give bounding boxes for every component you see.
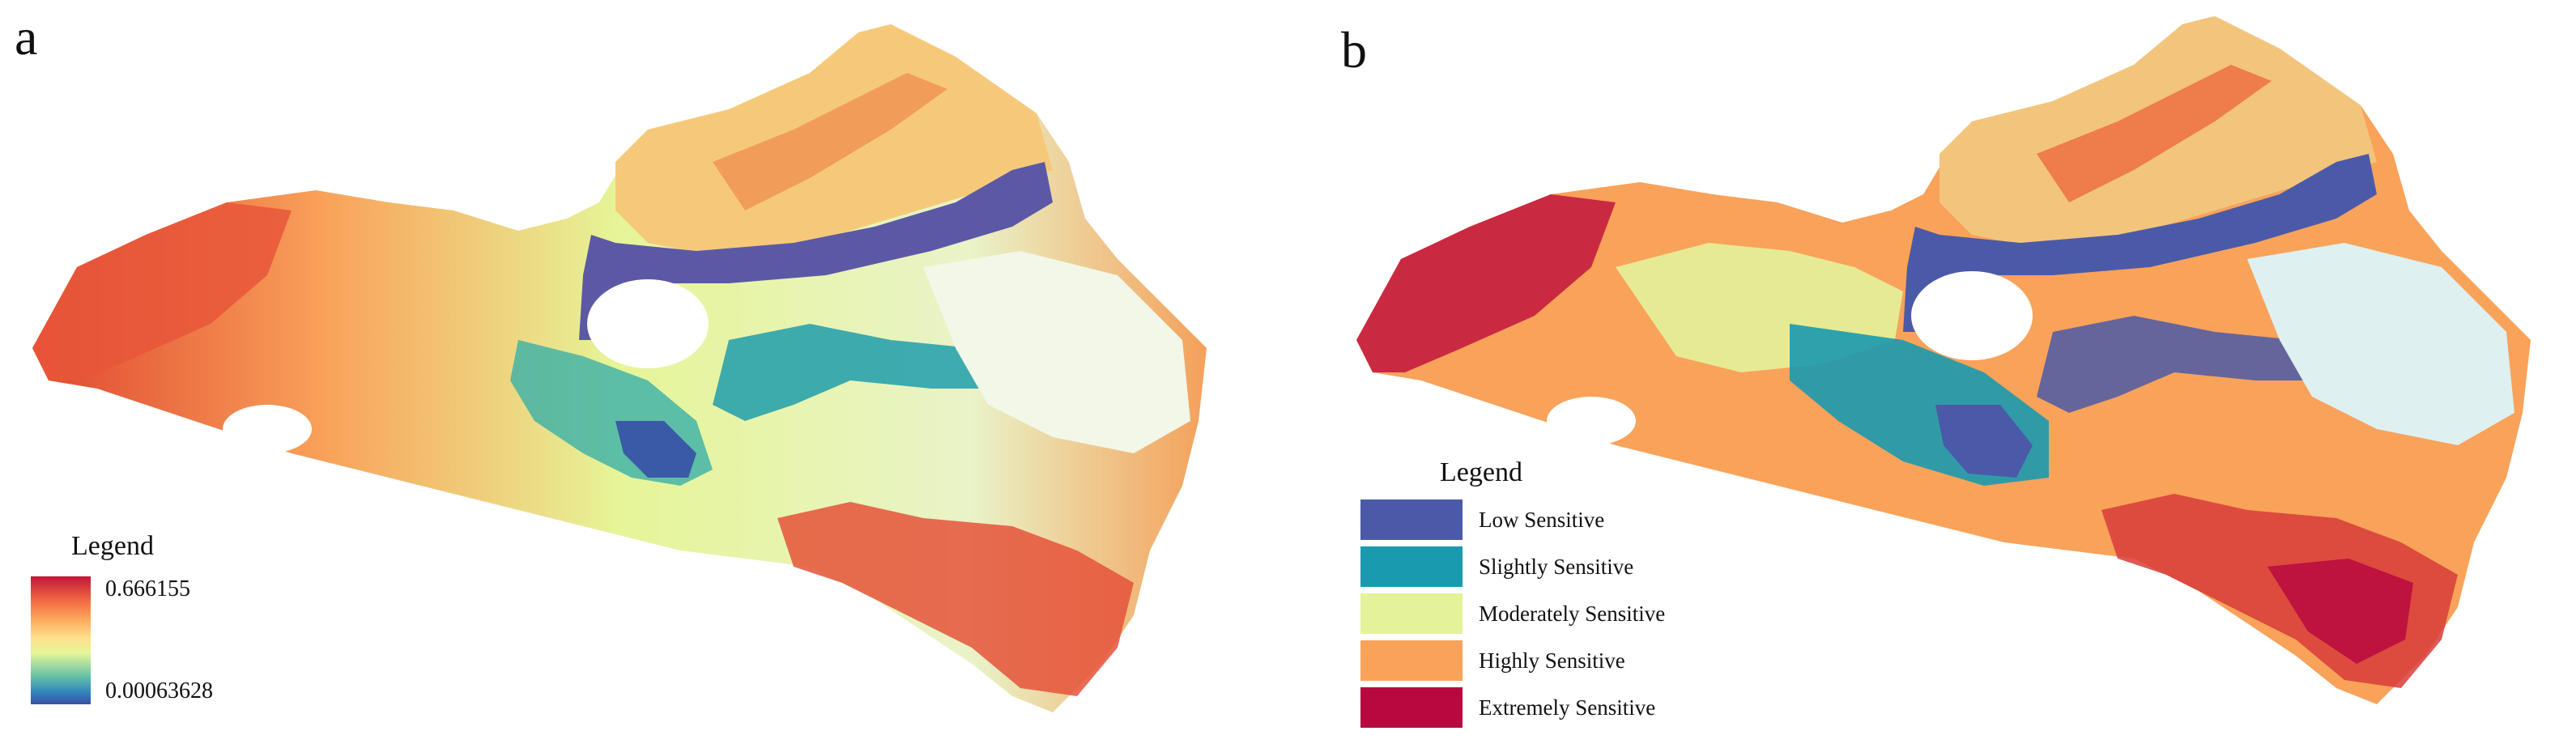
lake-south (1547, 397, 1636, 445)
swatch-extreme (1360, 687, 1463, 728)
panel-label-b: b (1341, 21, 1367, 79)
central-channel (2037, 316, 2344, 413)
legend-label-moderate: Moderately Sensitive (1479, 601, 1666, 626)
river-corridor (579, 162, 1053, 340)
lake-south (223, 405, 312, 453)
map-continuous-sensitivity (32, 24, 1207, 712)
basin-low-core (1935, 405, 2033, 478)
legend-a-min-label: 0.00063628 (105, 678, 213, 703)
legend-item-slight: Slightly Sensitive (1360, 546, 1633, 587)
basin-core (615, 421, 696, 478)
river-corridor (1903, 154, 2377, 332)
legend-item-high: Highly Sensitive (1360, 640, 1625, 681)
legend-a-title: Legend (71, 531, 154, 561)
legend-label-high: Highly Sensitive (1479, 648, 1625, 673)
swatch-low (1360, 499, 1463, 540)
legend-item-low: Low Sensitive (1360, 499, 1604, 540)
west-high-zone (32, 202, 292, 380)
panel-label-a: a (15, 8, 38, 66)
legend-label-extreme: Extremely Sensitive (1479, 695, 1656, 720)
southern-extreme-core (2267, 559, 2413, 664)
east-pale-zone (2247, 243, 2514, 445)
legend-a-max-label: 0.666155 (105, 576, 190, 601)
southern-mountains (777, 502, 1134, 696)
legend-label-low: Low Sensitive (1479, 507, 1605, 532)
legend-item-moderate: Moderately Sensitive (1360, 593, 1665, 634)
lake (587, 279, 709, 368)
northern-massif-ridge (2037, 65, 2272, 202)
legend-item-extreme: Extremely Sensitive (1360, 687, 1655, 728)
swatch-slight (1360, 546, 1463, 587)
east-pale-zone (923, 251, 1190, 453)
lake (1911, 271, 2033, 360)
swatch-high (1360, 640, 1463, 681)
west-extreme-zone (1356, 194, 1616, 372)
legend-label-slight: Slightly Sensitive (1479, 554, 1634, 579)
swatch-moderate (1360, 593, 1463, 634)
map-classified-sensitivity (1356, 16, 2531, 704)
central-channel (713, 324, 1020, 421)
northern-massif-ridge (713, 73, 947, 210)
legend-a-color-ramp (31, 576, 91, 704)
legend-b-title: Legend (1440, 457, 1522, 487)
